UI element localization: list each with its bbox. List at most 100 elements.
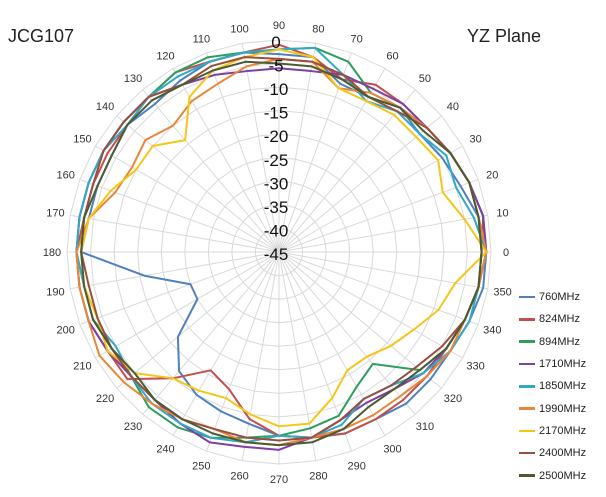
radial-tick-label: -20	[264, 127, 289, 146]
grid-spoke	[70, 251, 280, 290]
series-line-2500MHz	[80, 60, 483, 447]
grid-spoke	[70, 214, 280, 253]
angle-tick-label: 100	[230, 23, 248, 35]
legend-swatch	[519, 451, 535, 455]
angle-tick-label: 190	[46, 286, 64, 298]
legend-label: 2170MHz	[539, 424, 587, 437]
grid-spoke	[142, 89, 280, 253]
grid-spoke	[278, 251, 463, 359]
angle-tick-label: 160	[57, 169, 75, 181]
legend-item: 2500MHz	[519, 464, 605, 486]
legend-label: 1850MHz	[539, 380, 587, 393]
legend-label: 894MHz	[539, 335, 580, 348]
grid-spoke	[278, 251, 352, 452]
grid-spoke	[278, 214, 488, 253]
grid-spoke	[278, 145, 463, 253]
legend-item: 1710MHz	[519, 353, 605, 375]
grid-spoke	[278, 251, 317, 461]
grid-spoke	[278, 52, 352, 253]
chart-subtitle: YZ Plane	[467, 26, 542, 46]
angle-tick-label: 0	[503, 247, 509, 259]
angle-tick-label: 320	[444, 393, 462, 405]
angle-tick-label: 170	[46, 208, 64, 220]
angle-tick-label: 110	[193, 34, 211, 46]
radial-tick-labels: 0 -5 -10 -15 -20 -25 -30 -35 -40 -45	[264, 33, 289, 264]
legend-swatch	[519, 318, 535, 321]
angle-tick-label: 240	[156, 444, 174, 456]
legend-label: 760MHz	[539, 291, 580, 304]
radial-tick-label: -35	[264, 198, 289, 217]
angle-tick-label: 140	[96, 101, 114, 113]
angle-tick-label: 290	[347, 460, 365, 472]
legend-swatch	[519, 385, 535, 388]
grid-spoke	[241, 43, 280, 253]
radial-tick-label: -5	[268, 57, 283, 76]
grid-spoke	[278, 68, 386, 253]
legend-item: 2400MHz	[519, 442, 605, 464]
grid-spoke	[79, 179, 280, 253]
angle-labels: 0 10 20 30 40 50 60 70 80 90 100 110 120 130 140 150 160…	[43, 20, 512, 486]
angle-tick-label: 230	[124, 421, 142, 433]
grid-spoke	[172, 68, 280, 253]
grid-spoke	[278, 43, 317, 253]
angle-tick-label: 30	[469, 134, 481, 146]
grid-spoke	[278, 251, 386, 436]
radial-tick-label: -45	[264, 245, 289, 264]
series-lines	[75, 43, 488, 451]
chart-title: JCG107	[8, 26, 75, 46]
grid-spoke	[206, 52, 280, 253]
angle-tick-label: 330	[466, 361, 484, 373]
angle-tick-label: 350	[493, 286, 511, 298]
radial-tick-label: -30	[264, 174, 289, 193]
grid-spoke	[79, 251, 280, 325]
angle-tick-label: 130	[124, 73, 142, 85]
grid-spoke	[278, 115, 442, 253]
radial-tick-label: -10	[264, 80, 289, 99]
legend-item: 1990MHz	[519, 397, 605, 419]
angle-tick-label: 10	[496, 208, 508, 220]
grid-spoke	[278, 251, 416, 415]
legend-label: 1990MHz	[539, 402, 587, 415]
angle-tick-label: 300	[383, 444, 401, 456]
legend-label: 2400MHz	[539, 447, 587, 460]
grid-spoke	[278, 251, 479, 325]
angle-tick-label: 80	[312, 23, 324, 35]
angle-tick-label: 250	[192, 460, 210, 472]
grid-spoke	[95, 251, 280, 359]
legend-swatch	[519, 295, 535, 299]
angle-tick-label: 220	[96, 393, 114, 405]
grid-spoke	[206, 251, 280, 452]
angle-tick-label: 20	[486, 169, 498, 181]
angle-tick-label: 210	[73, 361, 91, 373]
grid-spoke	[278, 89, 416, 253]
angle-tick-label: 70	[351, 34, 363, 46]
chart-legend: 760MHz 824MHz 894MHz 1710MHz 1850MHz 1990MHz 2…	[519, 286, 605, 487]
angle-tick-label: 310	[416, 421, 434, 433]
angle-tick-label: 120	[156, 50, 174, 62]
angle-tick-label: 280	[309, 471, 327, 483]
angle-tick-label: 150	[73, 134, 91, 146]
angle-tick-label: 340	[483, 325, 501, 337]
grid-spoke	[278, 179, 479, 253]
legend-item: 1850MHz	[519, 375, 605, 397]
angle-tick-label: 260	[230, 471, 248, 483]
grid-spoke	[278, 251, 442, 389]
legend-label: 2500MHz	[539, 469, 587, 482]
legend-item: 824MHz	[519, 308, 605, 330]
legend-item: 2170MHz	[519, 420, 605, 442]
legend-label: 824MHz	[539, 313, 580, 326]
angle-tick-label: 50	[419, 73, 431, 85]
grid-spoke	[278, 251, 488, 290]
legend-swatch	[519, 340, 535, 343]
angle-tick-label: 270	[270, 474, 288, 486]
radial-tick-label: 0	[271, 33, 280, 52]
radial-tick-label: -15	[264, 104, 289, 123]
legend-item: 894MHz	[519, 331, 605, 353]
legend-swatch	[519, 362, 535, 366]
radial-tick-label: -40	[264, 221, 289, 240]
grid-spoke	[241, 251, 280, 461]
angle-tick-label: 60	[386, 50, 398, 62]
angle-tick-label: 90	[273, 20, 285, 32]
